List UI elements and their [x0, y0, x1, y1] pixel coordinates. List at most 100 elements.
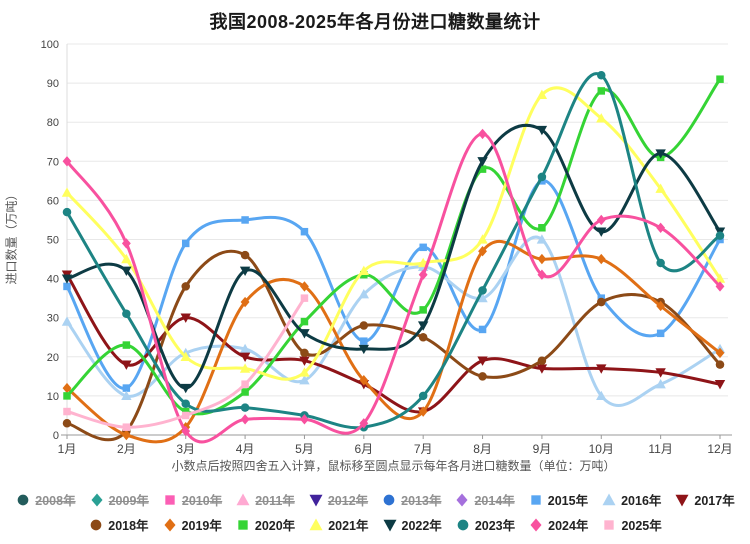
data-point-2022年-5月[interactable] [299, 329, 310, 339]
series-line-2023年[interactable] [65, 72, 722, 430]
data-point-2024年-2月[interactable] [121, 238, 131, 249]
data-point-2023年-8月[interactable] [478, 286, 487, 295]
triangle-down-glyph-2017年[interactable] [675, 494, 689, 506]
data-point-2015年-5月[interactable] [300, 227, 309, 236]
data-point-2016年-4月[interactable] [239, 343, 251, 354]
data-point-2022年-11月[interactable] [655, 149, 666, 159]
data-point-2019年-9月[interactable] [537, 253, 547, 265]
series-line-2021年[interactable] [65, 86, 722, 381]
data-point-2018年-8月[interactable] [478, 372, 487, 381]
series-2022年[interactable] [61, 123, 726, 394]
data-point-2024年-7月[interactable] [418, 269, 428, 280]
triangle-glyph-2021年[interactable] [309, 518, 323, 530]
data-point-2024年-6月[interactable] [359, 418, 369, 429]
legend-item-2020年[interactable]: 2020年 [235, 515, 295, 534]
legend-item-2022年[interactable]: 2022年 [382, 515, 442, 534]
data-point-2016年-2月[interactable] [121, 390, 132, 401]
data-point-2018年-1月[interactable] [62, 419, 72, 428]
legend-item-2010年[interactable]: 2010年 [162, 490, 222, 509]
data-point-2016年-10月[interactable] [596, 390, 607, 401]
data-point-2015年-2月[interactable] [122, 384, 131, 392]
data-point-2017年-10月[interactable] [596, 364, 607, 374]
legend-item-2009年[interactable]: 2009年 [89, 490, 149, 509]
legend-item-2014年[interactable]: 2014年 [454, 490, 515, 509]
data-point-2018年-3月[interactable] [181, 282, 190, 291]
data-point-2019年-6月[interactable] [359, 375, 369, 386]
data-point-2019年-11月[interactable] [656, 300, 666, 312]
circle-glyph-2023年[interactable] [457, 519, 469, 530]
data-point-2015年-6月[interactable] [360, 337, 368, 345]
legend-item-2015年[interactable]: 2015年 [528, 490, 588, 509]
diamond-glyph-2019年[interactable] [164, 518, 176, 531]
data-point-2024年-12月[interactable] [715, 281, 725, 292]
data-point-2022年-8月[interactable] [477, 157, 488, 167]
data-point-2017年-11月[interactable] [655, 368, 666, 378]
data-point-2024年-10月[interactable] [596, 214, 606, 226]
series-line-2022年[interactable] [65, 123, 722, 390]
data-point-2021年-6月[interactable] [358, 265, 370, 275]
data-point-2024年-8月[interactable] [478, 128, 487, 140]
data-point-2023年-9月[interactable] [537, 172, 547, 182]
data-point-2023年-12月[interactable] [715, 231, 725, 240]
data-point-2017年-2月[interactable] [121, 360, 132, 370]
triangle-down-glyph-2022年[interactable] [383, 519, 396, 531]
data-point-2022年-9月[interactable] [536, 125, 548, 136]
series-2021年[interactable] [61, 86, 726, 381]
series-2025年[interactable] [63, 294, 309, 431]
data-point-2018年-4月[interactable] [240, 250, 250, 260]
diamond-glyph-2009年[interactable] [91, 493, 103, 506]
data-point-2021年-12月[interactable] [714, 273, 726, 283]
data-point-2021年-10月[interactable] [596, 113, 607, 123]
data-point-2016年-9月[interactable] [536, 234, 548, 244]
data-point-2023年-7月[interactable] [418, 391, 428, 401]
data-point-2020年-3月[interactable] [181, 407, 190, 416]
data-point-2015年-4月[interactable] [241, 216, 249, 224]
data-point-2023年-10月[interactable] [597, 71, 606, 80]
data-point-2020年-8月[interactable] [478, 165, 487, 173]
data-point-2025年-4月[interactable] [241, 380, 249, 388]
diamond-glyph-2014年[interactable] [456, 493, 468, 506]
triangle-down-glyph-2012年[interactable] [309, 494, 323, 506]
data-point-2016年-8月[interactable] [477, 292, 488, 303]
data-point-2018年-5月[interactable] [300, 348, 309, 358]
legend-item-2019年[interactable]: 2019年 [162, 515, 222, 534]
legend-item-2017年[interactable]: 2017年 [674, 490, 735, 509]
legend-item-2008年[interactable]: 2008年 [15, 490, 76, 509]
data-point-2016年-5月[interactable] [299, 375, 310, 385]
data-point-2022年-6月[interactable] [358, 344, 370, 355]
data-point-2023年-11月[interactable] [656, 258, 665, 268]
data-point-2015年-8月[interactable] [478, 325, 487, 334]
data-point-2021年-4月[interactable] [239, 363, 251, 373]
square-glyph-2015年[interactable] [531, 494, 541, 505]
square-glyph-2025年[interactable] [604, 519, 615, 530]
data-point-2021年-2月[interactable] [121, 253, 132, 264]
data-point-2016年-11月[interactable] [655, 378, 666, 389]
data-point-2020年-5月[interactable] [300, 317, 309, 326]
data-point-2024年-1月[interactable] [62, 156, 72, 167]
square-glyph-2010年[interactable] [165, 494, 175, 505]
data-point-2018年-9月[interactable] [537, 356, 547, 365]
data-point-2021年-8月[interactable] [477, 234, 488, 244]
data-point-2018年-6月[interactable] [359, 321, 369, 330]
data-point-2017年-12月[interactable] [714, 380, 726, 390]
legend-item-2024年[interactable]: 2024年 [528, 515, 588, 534]
circle-glyph-2008年[interactable] [17, 494, 29, 505]
data-point-2017年-5月[interactable] [299, 356, 310, 366]
data-point-2025年-1月[interactable] [63, 407, 71, 416]
data-point-2017年-8月[interactable] [477, 356, 488, 366]
data-point-2025年-3月[interactable] [181, 411, 190, 420]
legend-item-2016年[interactable]: 2016年 [601, 490, 661, 509]
data-point-2018年-10月[interactable] [597, 297, 606, 307]
data-point-2024年-9月[interactable] [537, 269, 547, 280]
data-point-2019年-1月[interactable] [62, 382, 72, 394]
data-point-2020年-12月[interactable] [716, 75, 724, 83]
data-point-2024年-4月[interactable] [240, 414, 250, 425]
data-point-2020年-7月[interactable] [419, 306, 427, 314]
data-point-2015年-7月[interactable] [419, 243, 427, 252]
data-point-2015年-1月[interactable] [63, 282, 71, 291]
data-point-2020年-2月[interactable] [122, 341, 131, 349]
legend-item-2023年[interactable]: 2023年 [455, 515, 515, 534]
data-point-2025年-5月[interactable] [300, 294, 309, 302]
series-2024年[interactable] [62, 128, 725, 444]
legend-item-2021年[interactable]: 2021年 [308, 515, 369, 534]
